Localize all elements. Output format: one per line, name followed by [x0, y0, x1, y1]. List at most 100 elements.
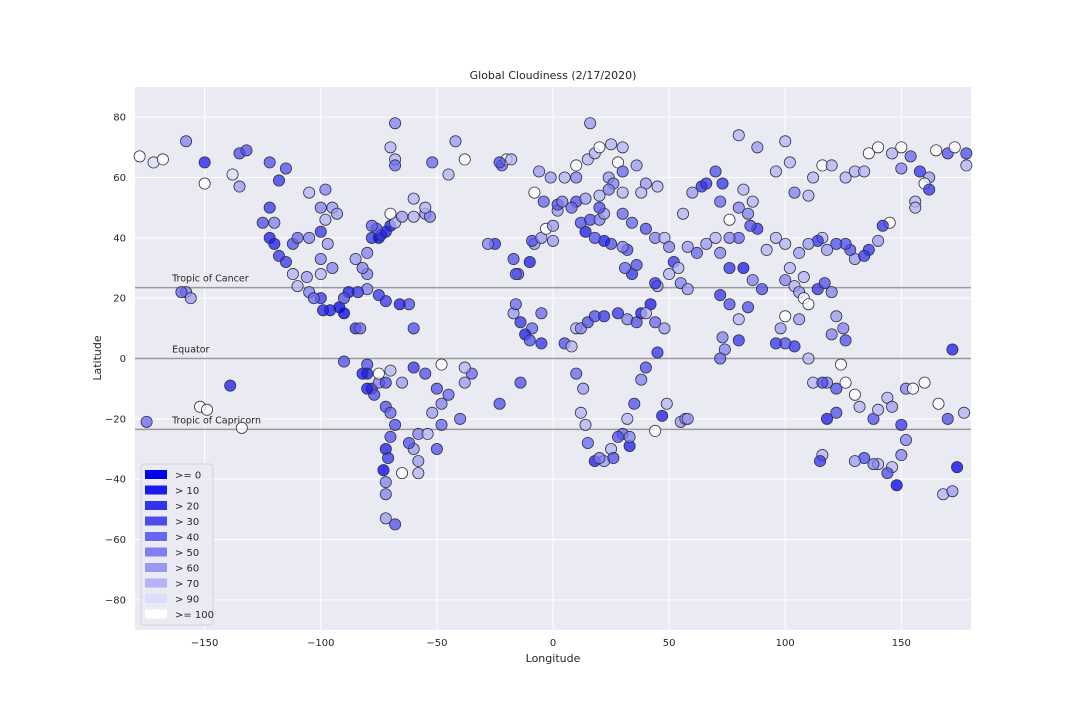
- data-point: [760, 243, 773, 256]
- data-point: [623, 430, 636, 443]
- data-point: [774, 322, 787, 335]
- data-point: [895, 162, 908, 175]
- data-point: [649, 316, 662, 329]
- data-point: [133, 150, 146, 163]
- data-point: [200, 403, 213, 416]
- data-point: [319, 183, 332, 196]
- data-point: [672, 261, 685, 274]
- data-point: [389, 518, 402, 531]
- data-point: [349, 252, 362, 265]
- data-point: [593, 141, 606, 154]
- data-point: [419, 201, 432, 214]
- data-point: [723, 298, 736, 311]
- data-point: [226, 168, 239, 181]
- data-point: [853, 400, 866, 413]
- legend-label: >= 100: [175, 610, 214, 621]
- data-point: [881, 467, 894, 480]
- y-tick-labels: −80 −60 −40 −20 0 20 40 60 80: [105, 113, 126, 607]
- data-point: [435, 397, 448, 410]
- data-point: [263, 156, 276, 169]
- data-point: [612, 307, 625, 320]
- data-point: [779, 237, 792, 250]
- data-point: [354, 322, 367, 335]
- data-point: [396, 467, 409, 480]
- data-point: [198, 177, 211, 190]
- data-point: [779, 274, 792, 287]
- data-point: [507, 252, 520, 265]
- data-point: [746, 195, 759, 208]
- data-point: [303, 186, 316, 199]
- data-point: [528, 186, 541, 199]
- data-point: [321, 237, 334, 250]
- data-point: [565, 201, 578, 214]
- data-point: [379, 488, 392, 501]
- data-point: [839, 171, 852, 184]
- data-point: [426, 406, 439, 419]
- data-point: [593, 452, 606, 465]
- x-axis-label: Longitude: [526, 652, 581, 665]
- data-point: [779, 310, 792, 323]
- data-point: [537, 195, 550, 208]
- data-point: [802, 189, 815, 202]
- data-point: [709, 231, 722, 244]
- data-point: [430, 442, 443, 455]
- legend-swatch: [145, 547, 167, 557]
- data-point: [558, 171, 571, 184]
- data-point: [913, 165, 926, 178]
- data-point: [890, 479, 903, 492]
- x-tick-label: −50: [426, 638, 447, 649]
- data-point: [742, 301, 755, 314]
- data-point: [300, 271, 313, 284]
- data-point: [651, 180, 664, 193]
- data-point: [435, 418, 448, 431]
- data-point: [630, 159, 643, 172]
- data-point: [830, 382, 843, 395]
- data-point: [372, 289, 385, 302]
- data-point: [337, 355, 350, 368]
- data-point: [818, 277, 831, 290]
- legend-label: > 90: [175, 595, 199, 606]
- data-point: [544, 171, 557, 184]
- data-point: [314, 225, 327, 238]
- data-point: [509, 268, 522, 281]
- data-point: [872, 403, 885, 416]
- data-point: [458, 153, 471, 166]
- y-tick-label: 80: [113, 113, 126, 124]
- data-point: [625, 216, 638, 229]
- data-point: [906, 382, 919, 395]
- data-point: [769, 337, 782, 350]
- data-point: [581, 436, 594, 449]
- data-point: [663, 240, 676, 253]
- data-point: [379, 512, 392, 525]
- data-point: [356, 261, 369, 274]
- data-point: [816, 376, 829, 389]
- x-tick-label: −100: [307, 638, 334, 649]
- data-point: [858, 249, 871, 262]
- data-point: [779, 135, 792, 148]
- data-point: [307, 292, 320, 305]
- data-point: [834, 358, 847, 371]
- x-tick-label: 100: [776, 638, 795, 649]
- data-point: [382, 452, 395, 465]
- data-point: [639, 222, 652, 235]
- data-point: [384, 406, 397, 419]
- data-point: [737, 183, 750, 196]
- data-point: [714, 195, 727, 208]
- data-point: [565, 340, 578, 353]
- data-point: [862, 147, 875, 160]
- data-point: [658, 322, 671, 335]
- data-point: [435, 358, 448, 371]
- data-point: [802, 298, 815, 311]
- y-tick-label: −60: [105, 535, 126, 546]
- data-point: [941, 412, 954, 425]
- data-point: [732, 201, 745, 214]
- data-point: [649, 424, 662, 437]
- data-point: [393, 298, 406, 311]
- data-point: [493, 397, 506, 410]
- data-point: [830, 406, 843, 419]
- y-axis-label: Latitude: [91, 335, 104, 381]
- data-point: [407, 192, 420, 205]
- data-point: [651, 346, 664, 359]
- legend-swatch: [145, 516, 167, 526]
- data-point: [588, 231, 601, 244]
